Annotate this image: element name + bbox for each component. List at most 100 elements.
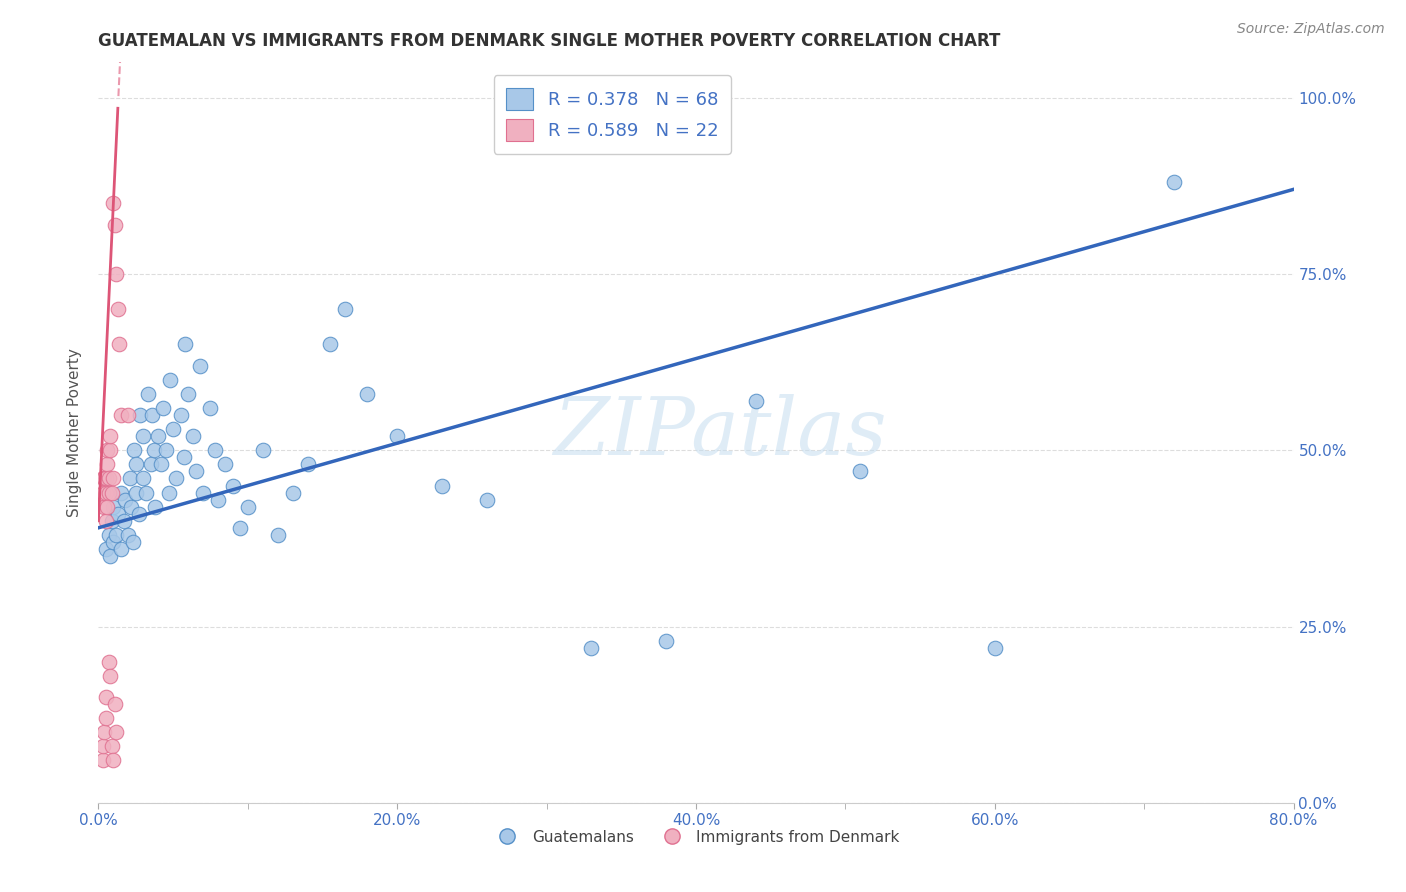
Point bbox=[117, 528, 139, 542]
Point bbox=[103, 754, 125, 768]
Point bbox=[117, 408, 139, 422]
Point bbox=[207, 492, 229, 507]
Point bbox=[97, 485, 120, 500]
Point bbox=[157, 485, 180, 500]
Point bbox=[181, 429, 204, 443]
Point bbox=[229, 521, 252, 535]
Point bbox=[136, 387, 159, 401]
Point bbox=[93, 500, 115, 514]
Point bbox=[128, 507, 150, 521]
Legend: Guatemalans, Immigrants from Denmark: Guatemalans, Immigrants from Denmark bbox=[486, 823, 905, 851]
Text: Source: ZipAtlas.com: Source: ZipAtlas.com bbox=[1237, 22, 1385, 37]
Point bbox=[101, 485, 124, 500]
Point bbox=[93, 471, 115, 485]
Point bbox=[141, 408, 163, 422]
Point bbox=[103, 471, 125, 485]
Point bbox=[97, 655, 120, 669]
Point bbox=[132, 471, 155, 485]
Point bbox=[105, 267, 128, 281]
Point bbox=[103, 196, 125, 211]
Point bbox=[108, 337, 131, 351]
Point bbox=[91, 754, 114, 768]
Point bbox=[98, 549, 122, 563]
Point bbox=[91, 485, 114, 500]
Point bbox=[101, 514, 124, 528]
Point bbox=[142, 443, 165, 458]
Point bbox=[110, 485, 132, 500]
Point bbox=[155, 443, 177, 458]
Point bbox=[333, 302, 356, 317]
Point bbox=[169, 408, 191, 422]
Point bbox=[98, 443, 122, 458]
Point bbox=[93, 725, 115, 739]
Point bbox=[101, 739, 124, 754]
Point bbox=[94, 541, 117, 556]
Point bbox=[103, 500, 125, 514]
Point bbox=[94, 711, 117, 725]
Text: GUATEMALAN VS IMMIGRANTS FROM DENMARK SINGLE MOTHER POVERTY CORRELATION CHART: GUATEMALAN VS IMMIGRANTS FROM DENMARK SI… bbox=[98, 32, 1001, 50]
Point bbox=[252, 443, 274, 458]
Point bbox=[214, 458, 236, 472]
Point bbox=[96, 500, 118, 514]
Point bbox=[849, 464, 872, 478]
Point bbox=[281, 485, 304, 500]
Point bbox=[118, 471, 141, 485]
Point bbox=[173, 450, 195, 465]
Point bbox=[97, 471, 120, 485]
Point bbox=[94, 485, 117, 500]
Point bbox=[162, 422, 184, 436]
Point bbox=[297, 458, 319, 472]
Point bbox=[103, 535, 125, 549]
Point bbox=[139, 458, 162, 472]
Point bbox=[91, 471, 114, 485]
Point bbox=[204, 443, 226, 458]
Point bbox=[385, 429, 409, 443]
Point bbox=[94, 471, 117, 485]
Point bbox=[165, 471, 187, 485]
Point bbox=[236, 500, 259, 514]
Point bbox=[94, 690, 117, 704]
Point bbox=[430, 478, 453, 492]
Point bbox=[107, 507, 129, 521]
Point bbox=[110, 408, 132, 422]
Point bbox=[91, 739, 114, 754]
Point bbox=[104, 218, 127, 232]
Y-axis label: Single Mother Poverty: Single Mother Poverty bbox=[67, 348, 83, 517]
Point bbox=[191, 485, 214, 500]
Point bbox=[655, 633, 678, 648]
Point bbox=[475, 492, 498, 507]
Point bbox=[148, 429, 170, 443]
Point bbox=[114, 492, 136, 507]
Point bbox=[104, 697, 127, 711]
Point bbox=[112, 514, 135, 528]
Point bbox=[94, 514, 117, 528]
Point bbox=[143, 500, 166, 514]
Point bbox=[267, 528, 290, 542]
Point bbox=[745, 393, 768, 408]
Point bbox=[132, 429, 155, 443]
Point bbox=[105, 528, 128, 542]
Point bbox=[222, 478, 245, 492]
Point bbox=[581, 640, 603, 655]
Point bbox=[188, 359, 211, 373]
Point bbox=[135, 485, 157, 500]
Text: ZIPatlas: ZIPatlas bbox=[553, 394, 887, 471]
Point bbox=[124, 443, 146, 458]
Point bbox=[97, 528, 120, 542]
Point bbox=[125, 485, 148, 500]
Point bbox=[105, 725, 128, 739]
Point bbox=[174, 337, 197, 351]
Point bbox=[129, 408, 152, 422]
Point bbox=[1163, 175, 1185, 189]
Point bbox=[159, 373, 181, 387]
Point bbox=[121, 535, 143, 549]
Point bbox=[319, 337, 342, 351]
Point bbox=[984, 640, 1007, 655]
Point bbox=[110, 541, 132, 556]
Point bbox=[98, 429, 122, 443]
Point bbox=[98, 669, 122, 683]
Point bbox=[184, 464, 207, 478]
Point bbox=[96, 458, 118, 472]
Point bbox=[107, 302, 129, 317]
Point bbox=[150, 458, 173, 472]
